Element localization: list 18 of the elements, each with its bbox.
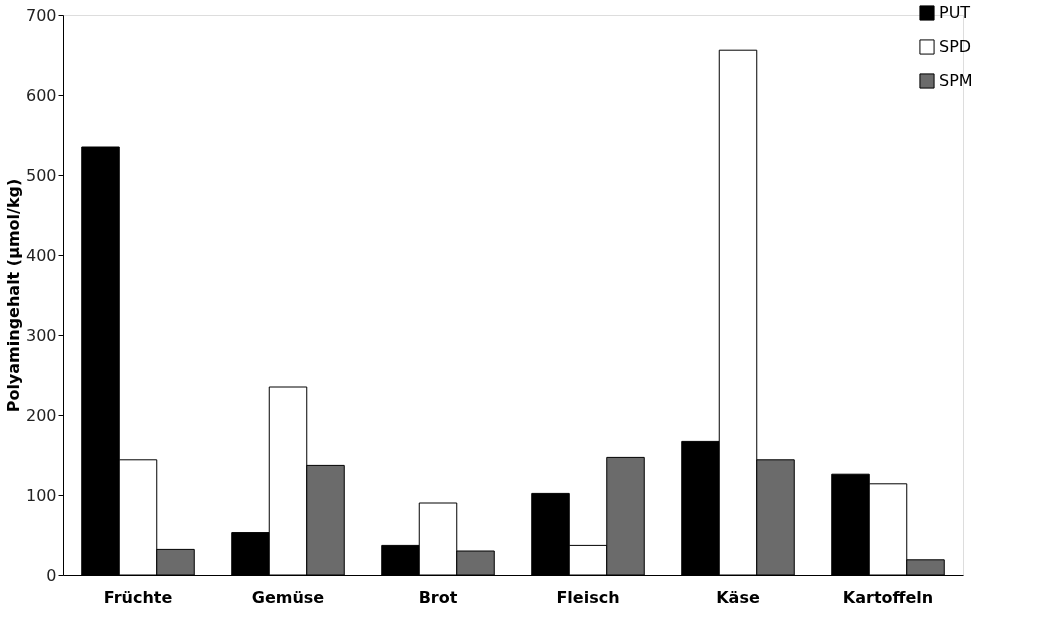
x-tick-label: Früchte [103,587,173,607]
x-tick-label: Käse [716,587,760,607]
legend-label: SPD [939,37,972,56]
x-tick-label: Gemüse [251,587,325,607]
x-tick-label: Brot [418,587,458,607]
y-tick-label: 100 [25,485,57,505]
y-tick-label: 400 [25,245,57,265]
y-tick-label: 500 [25,165,57,185]
y-tick-label: 300 [25,325,57,345]
x-tick-label: Kartoffeln [842,587,934,607]
y-tick-label: 200 [25,405,57,425]
legend-label: SPM [939,71,973,90]
legend-label: PUT [939,3,971,22]
y-axis-title: Polyamingehalt (µmol/kg) [3,178,23,413]
x-tick-label: Fleisch [556,587,620,607]
y-tick-label: 700 [25,5,57,25]
y-tick-label: 0 [46,565,57,585]
y-tick-label: 600 [25,85,57,105]
